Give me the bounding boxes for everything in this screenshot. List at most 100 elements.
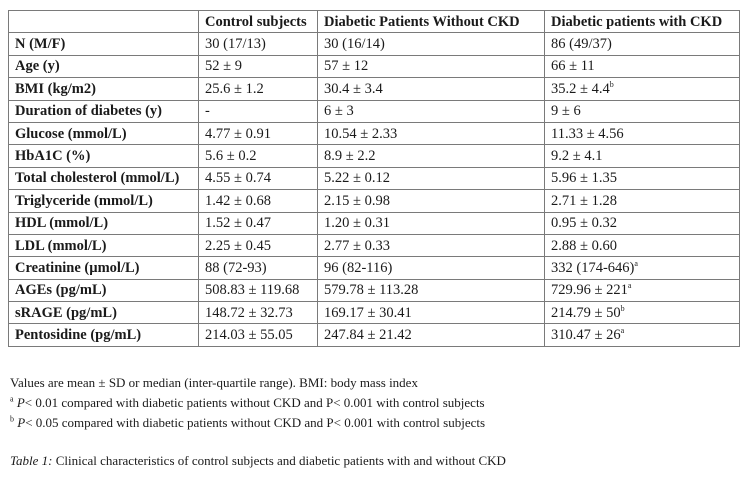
cell-value: 214.79 ± 50: [551, 304, 621, 321]
table-cell: 6 ± 3: [317, 99, 545, 123]
cell-value: 10.54 ± 2.33: [324, 125, 398, 142]
cell-footnote-mark: a: [627, 281, 632, 291]
footnote-mark-b: b: [10, 414, 14, 424]
cell-value: 4.55 ± 0.74: [205, 170, 271, 187]
table-cell: 88 (72-93): [198, 256, 318, 280]
cell-value: 2.71 ± 1.28: [551, 192, 617, 209]
table-row: HbA1C (%) 5.6 ± 0.2 8.9 ± 2.2 9.2 ± 4.1: [8, 144, 740, 168]
table-cell: 1.20 ± 0.31: [317, 211, 545, 235]
table-cell: 1.52 ± 0.47: [198, 211, 318, 235]
cell-value: 11.33 ± 4.56: [551, 125, 624, 142]
cell-value: 214.03 ± 55.05: [205, 327, 293, 344]
cell-value: 148.72 ± 32.73: [205, 304, 293, 321]
table-cell: 2.15 ± 0.98: [317, 189, 545, 213]
table-cell: 4.55 ± 0.74: [198, 166, 318, 191]
note-a-text: < 0.01 compared with diabetic patients w…: [24, 395, 485, 410]
table-row: HDL (mmol/L) 1.52 ± 0.47 1.20 ± 0.31 0.95 ±…: [8, 211, 740, 235]
cell-value: 8.9 ± 2.2: [324, 148, 376, 165]
caption-text: Clinical characteristics of control subj…: [52, 453, 506, 468]
row-label: Glucose (mmol/L): [8, 121, 199, 146]
row-label: Triglyceride (mmol/L): [8, 189, 199, 213]
table-cell: 2.88 ± 0.60: [544, 233, 740, 258]
table-cell: 9 ± 6: [544, 99, 740, 123]
table-cell: 96 (82-116): [317, 256, 545, 280]
cell-value: 30 (17/13): [205, 36, 266, 53]
table-header-row: Control subjects Diabetic Patients Witho…: [8, 9, 740, 34]
cell-value: 508.83 ± 119.68: [205, 282, 300, 299]
table-cell: 214.03 ± 55.05: [198, 323, 318, 347]
table-cell: 1.42 ± 0.68: [198, 189, 318, 213]
header-cell-with-ckd: Diabetic patients with CKD: [544, 9, 740, 34]
table-cell: 30.4 ± 3.4: [317, 77, 545, 101]
table-cell: 214.79 ± 50b: [544, 301, 740, 325]
table-cell: 2.77 ± 0.33: [317, 233, 545, 258]
row-label: Creatinine (µmol/L): [8, 256, 199, 280]
cell-footnote-mark: a: [620, 326, 625, 336]
table-cell: 57 ± 12: [317, 54, 545, 79]
table-notes: Values are mean ± SD or median (inter-qu…: [10, 373, 485, 433]
clinical-characteristics-table: Control subjects Diabetic Patients Witho…: [8, 9, 740, 347]
cell-value: 332 (174-646): [551, 259, 635, 276]
cell-value: 169.17 ± 30.41: [324, 304, 412, 321]
cell-value: 4.77 ± 0.91: [205, 125, 271, 142]
cell-value: 66 ± 11: [551, 58, 595, 75]
table-row: AGEs (pg/mL) 508.83 ± 119.68 579.78 ± 113.…: [8, 278, 740, 303]
table-row: Total cholesterol (mmol/L) 4.55 ± 0.74 5.2…: [8, 166, 740, 191]
table-row: BMI (kg/m2) 25.6 ± 1.2 30.4 ± 3.4 35.2 ± 4.…: [8, 77, 740, 101]
table-cell: 8.9 ± 2.2: [317, 144, 545, 168]
table-cell: 66 ± 11: [544, 54, 740, 79]
cell-value: 5.96 ± 1.35: [551, 170, 617, 187]
table-row: Glucose (mmol/L) 4.77 ± 0.91 10.54 ± 2.33 1…: [8, 121, 740, 146]
table-cell: -: [198, 99, 318, 123]
table-cell: 4.77 ± 0.91: [198, 121, 318, 146]
table-cell: 310.47 ± 26a: [544, 323, 740, 347]
table-cell: 2.71 ± 1.28: [544, 189, 740, 213]
note-b: b P< 0.05 compared with diabetic patient…: [10, 413, 485, 433]
table-cell: 5.22 ± 0.12: [317, 166, 545, 191]
note-a: a P< 0.01 compared with diabetic patient…: [10, 393, 485, 413]
table-cell: 508.83 ± 119.68: [198, 278, 318, 303]
row-label: BMI (kg/m2): [8, 77, 199, 101]
cell-value: 2.88 ± 0.60: [551, 237, 617, 254]
cell-value: 2.77 ± 0.33: [324, 237, 390, 254]
row-label: Duration of diabetes (y): [8, 99, 199, 123]
cell-value: 9 ± 6: [551, 103, 581, 120]
table-row: Creatinine (µmol/L) 88 (72-93) 96 (82-116)…: [8, 256, 740, 280]
cell-value: 6 ± 3: [324, 103, 354, 120]
table-cell: 148.72 ± 32.73: [198, 301, 318, 325]
header-cell-control: Control subjects: [198, 9, 318, 34]
table-cell: 0.95 ± 0.32: [544, 211, 740, 235]
note-values: Values are mean ± SD or median (inter-qu…: [10, 375, 418, 390]
cell-footnote-mark: b: [609, 80, 614, 90]
cell-value: 247.84 ± 21.42: [324, 327, 412, 344]
table-cell: 30 (16/14): [317, 32, 545, 56]
row-label: Age (y): [8, 54, 199, 79]
row-label: Total cholesterol (mmol/L): [8, 166, 199, 191]
table-cell: 9.2 ± 4.1: [544, 144, 740, 168]
table-cell: 86 (49/37): [544, 32, 740, 56]
cell-value: 729.96 ± 221: [551, 282, 628, 299]
table-row: Age (y) 52 ± 9 57 ± 12 66 ± 11: [8, 54, 740, 79]
row-label: HDL (mmol/L): [8, 211, 199, 235]
row-label: N (M/F): [8, 32, 199, 56]
cell-value: 52 ± 9: [205, 58, 242, 75]
cell-value: 2.25 ± 0.45: [205, 237, 271, 254]
table-row: N (M/F) 30 (17/13) 30 (16/14) 86 (49/37): [8, 32, 740, 56]
cell-value: 30.4 ± 3.4: [324, 80, 383, 97]
table-row: Triglyceride (mmol/L) 1.42 ± 0.68 2.15 ± 0…: [8, 189, 740, 213]
cell-value: 1.20 ± 0.31: [324, 215, 390, 232]
caption-label: Table 1:: [10, 453, 53, 468]
note-a-p: P: [16, 395, 25, 410]
cell-footnote-mark: a: [634, 259, 638, 269]
row-label: AGEs (pg/mL): [8, 278, 199, 303]
cell-footnote-mark: b: [620, 303, 625, 313]
table-cell: 52 ± 9: [198, 54, 318, 79]
cell-value: 1.42 ± 0.68: [205, 192, 271, 209]
footnote-mark-a: a: [10, 394, 14, 404]
table-row: sRAGE (pg/mL) 148.72 ± 32.73 169.17 ± 30.4…: [8, 301, 740, 325]
cell-value: 35.2 ± 4.4: [551, 80, 610, 97]
row-label: Pentosidine (pg/mL): [8, 323, 199, 347]
table-cell: 332 (174-646)a: [544, 256, 740, 280]
table-cell: 169.17 ± 30.41: [317, 301, 545, 325]
